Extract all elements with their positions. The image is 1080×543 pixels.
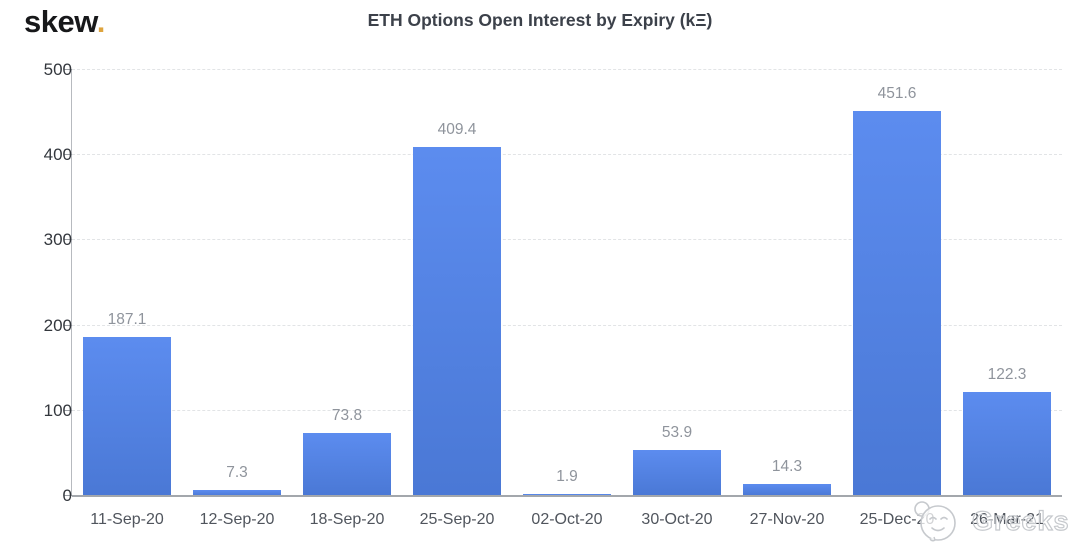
bar-25-Dec-20[interactable]: [853, 111, 941, 496]
x-tick-label: 27-Nov-20: [749, 511, 825, 528]
bar-value-label: 187.1: [107, 310, 147, 328]
y-tick-mark: [64, 324, 72, 326]
bar-18-Sep-20[interactable]: [303, 433, 391, 496]
bar-value-label: 451.6: [877, 85, 917, 103]
y-axis-line: [71, 70, 72, 496]
x-tick-label: 18-Sep-20: [309, 511, 385, 528]
skew-logo-dot: .: [96, 4, 106, 39]
chart-title: ETH Options Open Interest by Expiry (kΞ): [367, 10, 713, 30]
bar-value-label: 122.3: [987, 365, 1027, 383]
skew-logo: skew.: [24, 4, 105, 40]
bar-value-label: 409.4: [437, 121, 477, 139]
gridline-y200: [72, 324, 1062, 326]
x-tick-label: 25-Sep-20: [419, 511, 495, 528]
y-tick-mark: [64, 409, 72, 411]
skew-logo-text: skew: [24, 4, 97, 39]
y-tick-mark: [64, 495, 72, 496]
bar-value-label: 53.9: [661, 424, 693, 442]
bar-12-Sep-20[interactable]: [193, 489, 281, 496]
x-tick-label: 26-Mar-21: [970, 511, 1044, 528]
x-tick-label: 02-Oct-20: [531, 511, 603, 528]
x-tick-label: 12-Sep-20: [199, 511, 275, 528]
plot-area: 187.1 7.3 73.8 409.4 1.9 53.9 14.3 451.6 122.3: [64, 69, 1062, 497]
bar-27-Nov-20[interactable]: [743, 483, 831, 496]
y-tick-label: 400: [43, 145, 72, 165]
gridline-y300: [72, 239, 1062, 241]
x-tick-label: 11-Sep-20: [90, 511, 164, 528]
bar-25-Sep-20[interactable]: [413, 147, 501, 496]
x-axis-line: [72, 495, 1062, 497]
bar-value-label: 73.8: [331, 407, 363, 425]
x-tick-label: 25-Dec-20: [859, 511, 935, 528]
bar-30-Oct-20[interactable]: [633, 450, 721, 496]
bar-26-Mar-21[interactable]: [963, 391, 1051, 496]
y-tick-label: 300: [43, 230, 72, 250]
y-tick-label: 500: [43, 60, 72, 79]
gridline-y400: [72, 154, 1062, 156]
gridline-y500: [72, 69, 1062, 70]
y-tick-mark: [64, 239, 72, 241]
y-tick-label: 100: [43, 400, 72, 420]
y-tick-mark: [64, 154, 72, 156]
x-tick-label: 30-Oct-20: [641, 511, 713, 528]
gridline-y100: [72, 409, 1062, 411]
y-tick-label: 200: [43, 315, 72, 335]
y-tick-mark: [64, 69, 72, 70]
bar-value-label: 14.3: [771, 457, 803, 475]
bar-value-label: 7.3: [226, 463, 248, 481]
y-tick-label: 0: [62, 486, 72, 505]
bar-value-label: 1.9: [556, 468, 578, 486]
bar-11-Sep-20[interactable]: [83, 336, 171, 496]
